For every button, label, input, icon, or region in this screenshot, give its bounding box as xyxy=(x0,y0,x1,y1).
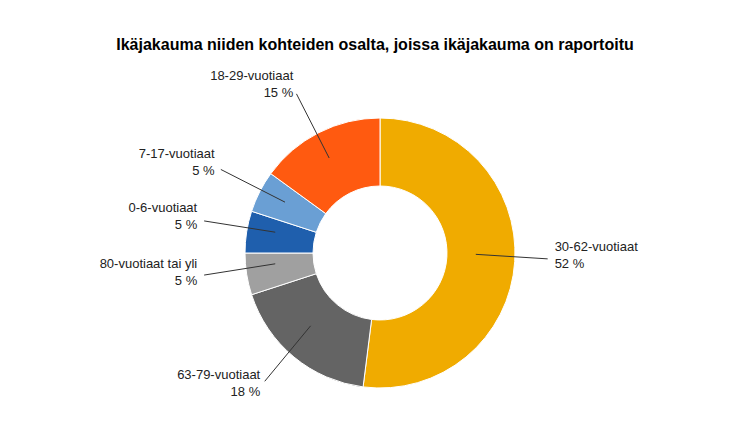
svg-text:63-79-vuotiaat18 %: 63-79-vuotiaat18 % xyxy=(177,367,261,399)
svg-text:0-6-vuotiaat5 %: 0-6-vuotiaat5 % xyxy=(129,200,198,232)
html-text:Ikäjakauma niiden kohteiden os: Ikäjakauma niiden kohteiden osalta, jois… xyxy=(116,36,634,53)
svg-text:18-29-vuotiaat15 %: 18-29-vuotiaat15 % xyxy=(210,68,294,100)
svg-text:80-vuotiaat tai yli5 %: 80-vuotiaat tai yli5 % xyxy=(100,256,198,288)
svg-text:30-62-vuotiaat52 %: 30-62-vuotiaat52 % xyxy=(555,239,638,271)
svg-text:7-17-vuotiaat5 %: 7-17-vuotiaat5 % xyxy=(139,146,215,178)
